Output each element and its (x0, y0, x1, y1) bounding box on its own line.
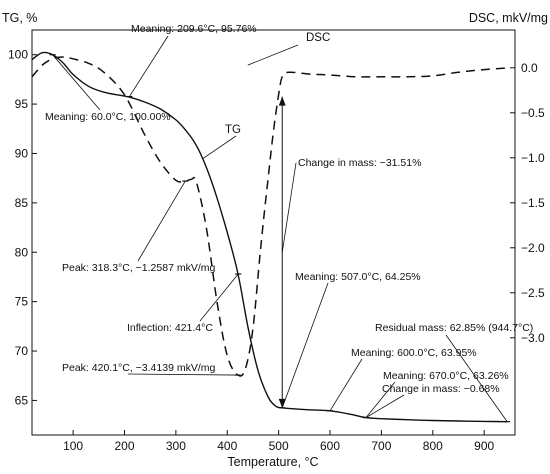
leader-peak-318 (137, 180, 186, 262)
y-left-tick-label: 65 (15, 393, 29, 407)
leader-meaning-507 (281, 282, 329, 408)
leader-meaning-670 (365, 381, 396, 418)
y-right-tick-label: −2.5 (521, 286, 545, 300)
x-tick-label: 300 (166, 439, 186, 453)
y-left-tick-label: 80 (15, 245, 29, 259)
plot-frame (31, 29, 516, 436)
y-right-tick-label: −1.0 (521, 151, 545, 165)
annotation-peak-318: Peak: 318.3°C, −1.2587 mkV/mg (62, 262, 215, 274)
annotation-meaning-209: Meaning: 209.6°C, 95.76% (131, 23, 257, 35)
series-label-tg: TG (225, 124, 241, 136)
series-line-tg (31, 51, 508, 423)
x-tick-label: 600 (320, 439, 340, 453)
y-left-tick-label: 75 (15, 295, 29, 309)
leader-dsc-label (247, 44, 299, 66)
annotation-meaning-600: Meaning: 600.0°C, 63.95% (351, 347, 477, 359)
leader-inflection (199, 273, 239, 322)
x-tick-label: 500 (269, 439, 289, 453)
series-label-dsc: DSC (306, 32, 330, 44)
annotation-meaning-507: Meaning: 507.0°C, 64.25% (295, 271, 421, 283)
leader-meaning-600 (329, 358, 363, 412)
x-axis-label: Temperature, °C (227, 455, 318, 469)
y-right-tick-label: −0.5 (521, 106, 545, 120)
annotation-meaning-60: Meaning: 60.0°C, 100.00% (45, 111, 171, 123)
annotation-leaders (52, 35, 508, 422)
annotation-meaning-670: Meaning: 670.0°C, 63.26% (383, 370, 509, 382)
annotation-change-in-mass-2: Change in mass: −0.68% (382, 383, 500, 395)
annotation-peak-420: Peak: 420.1°C, −3.4139 mkV/mg (62, 362, 215, 374)
leader-meaning-209 (129, 35, 169, 97)
leader-change-in-mass-2 (365, 394, 405, 418)
annotation-inflection: Inflection: 421.4°C (127, 322, 213, 334)
x-tick-label: 800 (423, 439, 443, 453)
ticks: 100 200 300 400 500 600 700 800 900 65 70 75 80 85 90 9… (8, 48, 545, 453)
x-tick-label: 700 (371, 439, 391, 453)
leader-change-in-mass-1 (281, 162, 297, 253)
y-left-tick-label: 70 (15, 344, 29, 358)
y-right-axis-label: DSC, mkV/mg (469, 11, 548, 25)
annotation-residual-mass: Residual mass: 62.85% (944.7°C) (375, 322, 533, 334)
leader-peak-420 (127, 373, 238, 376)
leader-meaning-60 (52, 54, 101, 111)
x-tick-label: 400 (217, 439, 237, 453)
y-right-tick-label: 0.0 (521, 61, 538, 75)
y-left-tick-label: 95 (15, 97, 29, 111)
annotation-change-in-mass-1: Change in mass: −31.51% (298, 157, 421, 169)
y-right-tick-label: −1.5 (521, 196, 545, 210)
y-left-tick-label: 90 (15, 146, 29, 160)
leader-tg-label (202, 135, 237, 159)
leader-residual-mass (445, 334, 508, 422)
x-tick-label: 100 (63, 439, 83, 453)
y-right-tick-label: −3.0 (521, 331, 545, 345)
arrow-head-down (278, 398, 286, 408)
y-left-tick-label: 85 (15, 196, 29, 210)
x-tick-label: 200 (114, 439, 134, 453)
arrow-head-up (278, 96, 286, 106)
y-left-axis-label: TG, % (2, 11, 37, 25)
y-left-tick-label: 100 (8, 48, 28, 62)
y-right-tick-label: −2.0 (521, 241, 545, 255)
x-tick-label: 900 (474, 439, 494, 453)
